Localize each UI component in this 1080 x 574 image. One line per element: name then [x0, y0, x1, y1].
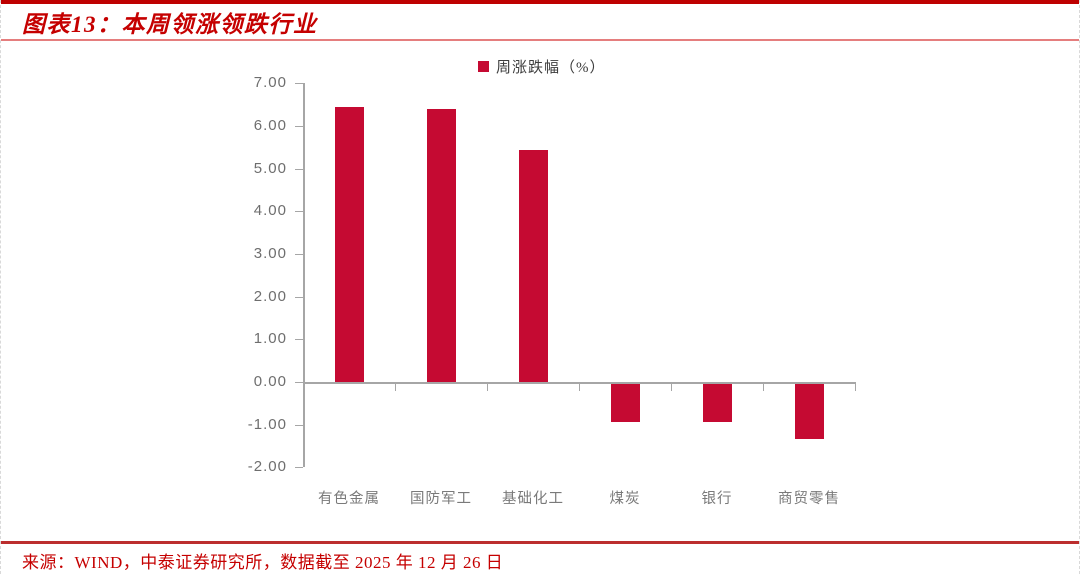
- category-label: 商贸零售: [778, 491, 840, 507]
- bar-国防军工: [426, 109, 456, 382]
- bar-煤炭: [610, 383, 640, 422]
- x-tick-mark: [395, 383, 396, 391]
- y-tick-mark: [295, 424, 303, 426]
- figure-title: 图表13：本周领涨领跌行业: [22, 12, 318, 37]
- y-tick-label: 3.00: [253, 244, 287, 262]
- y-axis-line: [303, 83, 305, 468]
- x-tick-mark: [763, 383, 764, 391]
- bar-基础化工: [518, 150, 548, 382]
- y-tick-label: 1.00: [253, 330, 287, 348]
- category-label: 国防军工: [410, 491, 472, 507]
- chart-legend: 周涨跌幅（%）: [478, 56, 606, 77]
- y-tick-mark: [295, 467, 303, 469]
- y-tick-label: 7.00: [253, 74, 287, 92]
- category-label: 基础化工: [502, 491, 564, 507]
- category-label: 银行: [701, 491, 733, 507]
- title-underline: [1, 39, 1079, 41]
- x-tick-mark: [579, 383, 580, 391]
- y-tick-mark: [295, 211, 303, 213]
- category-label: 煤炭: [609, 491, 641, 507]
- y-tick-label: 2.00: [253, 287, 287, 305]
- x-axis-line: [303, 382, 856, 384]
- source-note: 来源：WIND，中泰证券研究所，数据截至 2025 年 12 月 26 日: [22, 553, 504, 572]
- y-tick-mark: [295, 339, 303, 341]
- category-label: 有色金属: [318, 491, 380, 507]
- y-tick-mark: [295, 296, 303, 298]
- y-tick-label: 0.00: [253, 373, 287, 390]
- bar-有色金属: [334, 106, 364, 382]
- y-tick-label: 4.00: [253, 202, 287, 220]
- y-tick-mark: [295, 125, 303, 127]
- legend-square-icon: [478, 61, 489, 72]
- x-tick-mark: [855, 383, 856, 391]
- y-tick-mark: [295, 168, 303, 170]
- y-tick-mark: [295, 382, 303, 383]
- y-tick-label: -1.00: [247, 415, 287, 433]
- x-tick-mark: [487, 383, 488, 391]
- top-red-bar: [1, 0, 1079, 4]
- y-tick-mark: [295, 83, 303, 85]
- bar-银行: [702, 383, 732, 422]
- bar-商贸零售: [794, 383, 824, 439]
- x-tick-mark: [671, 383, 672, 391]
- y-tick-label: 6.00: [253, 116, 287, 134]
- y-tick-label: 5.00: [253, 159, 287, 177]
- legend-label: 周涨跌幅（%）: [496, 60, 606, 76]
- y-tick-mark: [295, 253, 303, 255]
- y-tick-label: -2.00: [247, 458, 287, 476]
- footer-divider: [1, 541, 1079, 544]
